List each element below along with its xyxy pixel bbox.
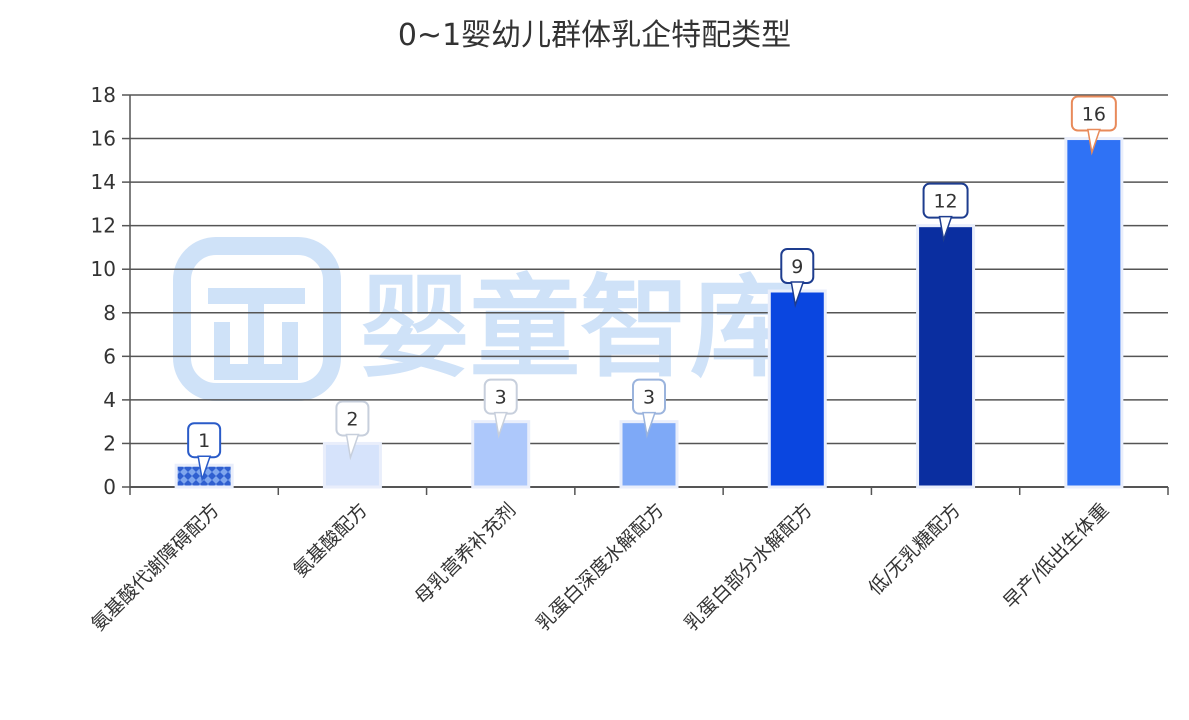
watermark-logo-icon <box>173 237 341 401</box>
data-label-pointer <box>790 281 805 308</box>
y-tick-label: 12 <box>91 214 116 238</box>
y-tick-label: 16 <box>91 127 116 151</box>
y-tick-label: 0 <box>103 475 116 499</box>
bar <box>1064 137 1124 489</box>
chart-title: 0~1婴幼儿群体乳企特配类型 <box>397 18 792 53</box>
data-label-pointer <box>938 215 953 243</box>
x-tick-label: 氨基酸代谢障碍配方 <box>87 499 223 635</box>
x-tick-label: 母乳营养补充剂 <box>411 499 521 609</box>
data-label-pointer <box>1086 128 1101 156</box>
x-tick-label: 乳蛋白部分水解配方 <box>680 499 816 635</box>
bar <box>916 224 976 489</box>
y-tick-label: 2 <box>103 431 116 455</box>
data-label-pointer <box>345 433 360 461</box>
watermark: 婴童智库 <box>173 237 800 401</box>
y-tick-label: 14 <box>91 170 116 194</box>
data-label: 3 <box>495 387 507 409</box>
x-tick-label: 低/无乳糖配方 <box>864 499 965 600</box>
x-tick-label: 氨基酸配方 <box>289 499 372 582</box>
y-tick-label: 18 <box>91 83 116 107</box>
y-tick-label: 10 <box>91 257 116 281</box>
data-label-pointer <box>197 455 212 483</box>
data-label-pointer <box>493 411 508 439</box>
y-tick-label: 4 <box>103 388 116 412</box>
x-tick-label: 早产/低出生体重 <box>999 499 1113 613</box>
data-label: 2 <box>346 408 358 430</box>
bar <box>619 420 679 489</box>
data-label: 1 <box>198 430 210 452</box>
data-label: 9 <box>791 256 803 278</box>
y-tick-label: 6 <box>103 344 116 368</box>
watermark-text: 婴童智库 <box>360 264 800 392</box>
y-tick-label: 8 <box>103 301 116 325</box>
x-tick-label: 乳蛋白深度水解配方 <box>532 499 668 635</box>
data-label: 3 <box>643 387 655 409</box>
data-label: 16 <box>1082 104 1106 126</box>
data-label: 12 <box>933 191 957 213</box>
data-label-pointer <box>642 411 657 439</box>
bar <box>767 289 827 489</box>
bars <box>174 137 1124 489</box>
